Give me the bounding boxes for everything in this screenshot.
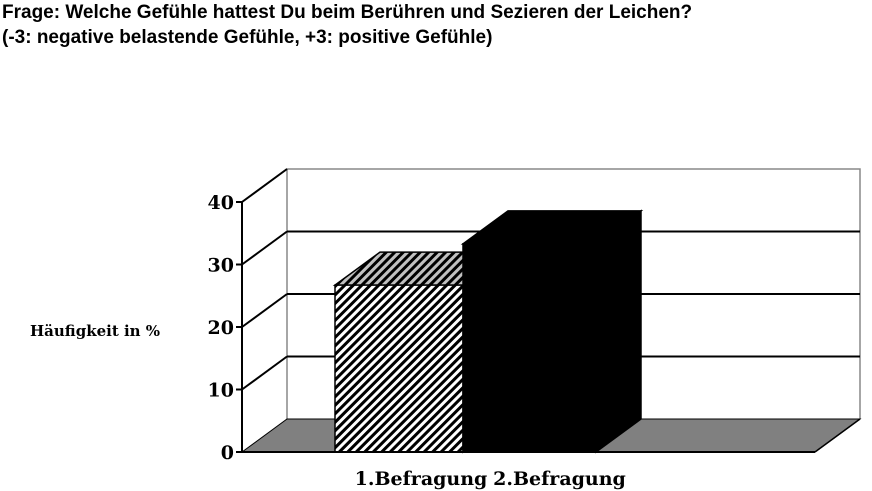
y-tick-label: 40 [208,192,234,214]
title-line-2: (-3: negative belastende Gefühle, +3: po… [2,27,493,48]
y-tick-label: 20 [208,317,234,339]
bar-side [595,209,642,454]
y-axis-label: Häufigkeit in % [30,322,160,340]
side-gridline [241,168,288,203]
floor-right-edge [814,418,861,453]
side-gridline [241,355,288,391]
y-tick-label: 30 [208,255,234,277]
x-tick-label: 2.Befragung [493,468,626,490]
title-line-1: Frage: Welche Gefühle hattest Du beim Be… [2,2,693,23]
bar-1 [334,284,464,453]
y-tick-label: 10 [208,380,234,402]
chart-title: Frage: Welche Gefühle hattest Du beim Be… [2,0,692,50]
side-gridline [241,230,288,266]
y-tick-label: 0 [221,442,234,464]
x-tick-label: 1.Befragung [355,468,488,490]
side-gridline [241,293,288,328]
bar-2 [462,243,597,453]
